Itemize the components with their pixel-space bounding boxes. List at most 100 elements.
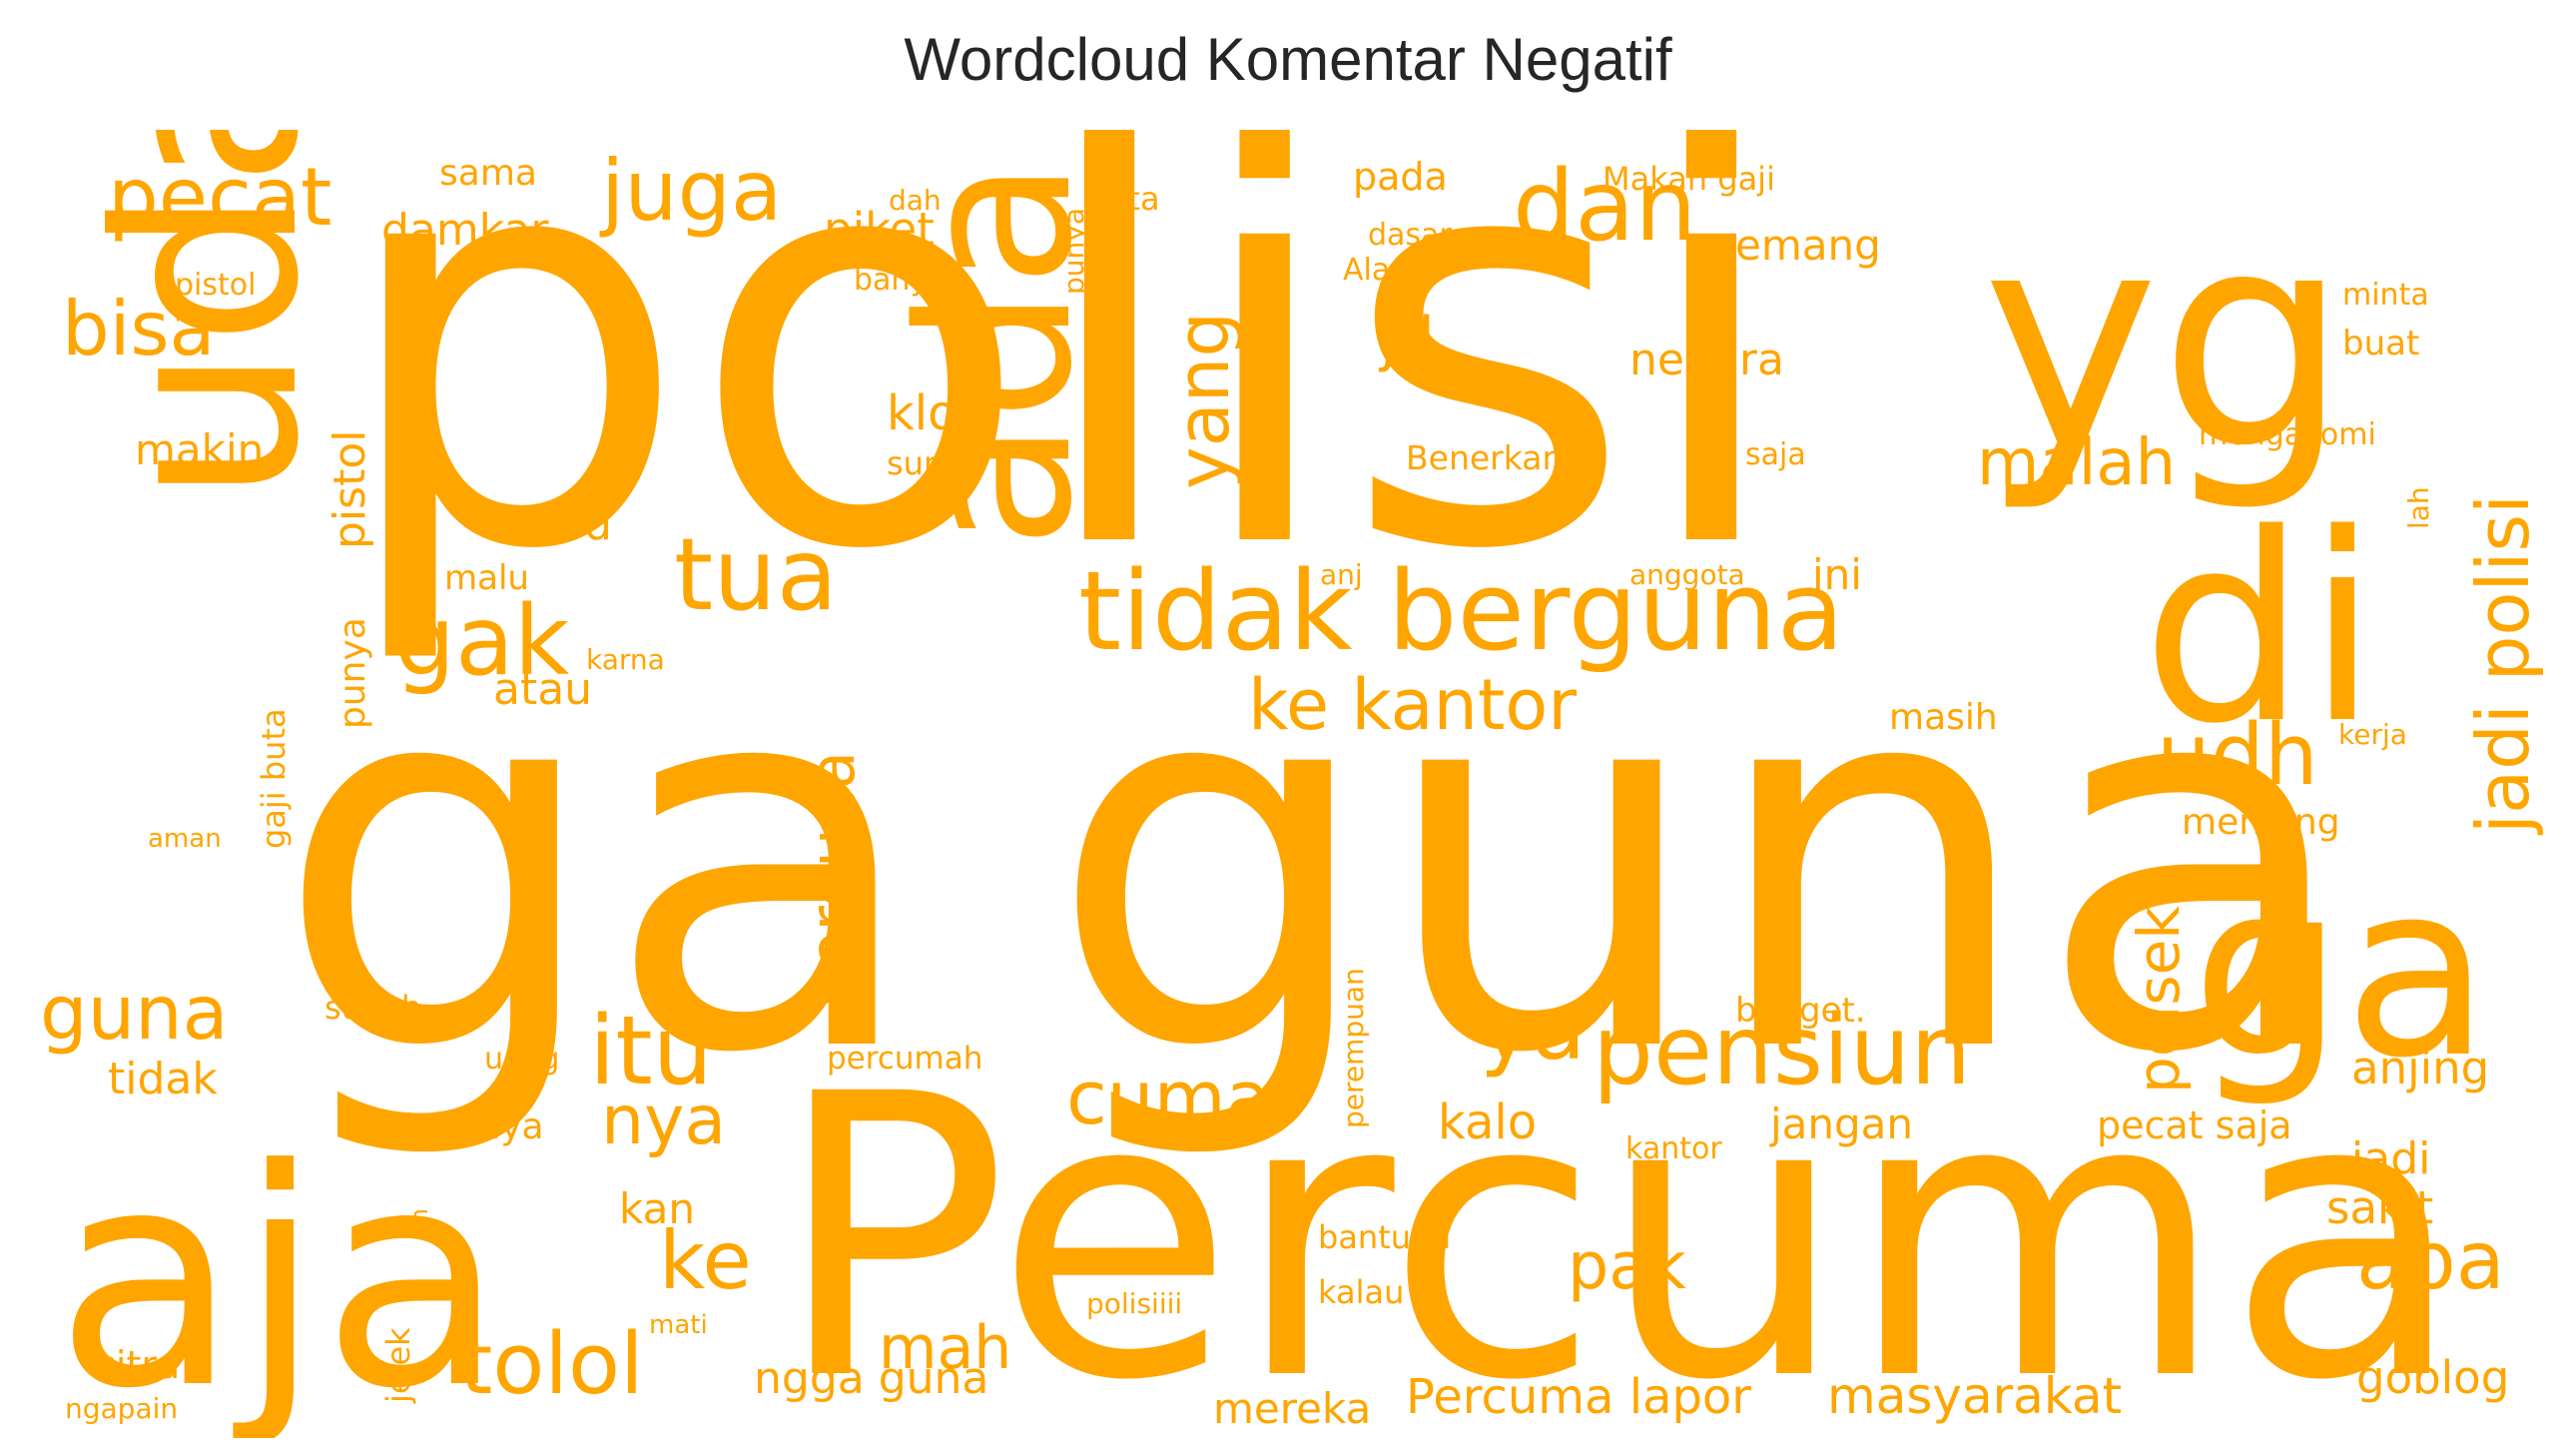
word-anj: anj xyxy=(1320,558,1363,591)
word-lain: lain xyxy=(492,797,550,835)
word-kerja: kerja xyxy=(2338,718,2407,751)
word-pecat: pecat xyxy=(108,151,331,244)
word-apa: apa xyxy=(2356,1214,2505,1307)
word-polsek: polsek xyxy=(2125,906,2193,1093)
word-udah: udah xyxy=(63,130,353,504)
word-benerkan: Benerkan xyxy=(1406,438,1563,477)
word-polisi: polisi xyxy=(334,130,1789,672)
word-dan: dan xyxy=(1513,150,1696,264)
word-ya: ya xyxy=(1480,977,1586,1080)
word-jd: jd xyxy=(1378,305,1435,374)
word-anjing: anjing xyxy=(2351,1042,2489,1094)
word-mah: mah xyxy=(879,1313,1011,1383)
word-gaji-buta: gaji buta xyxy=(255,708,293,849)
word-kita: kita xyxy=(1100,180,1160,218)
word-ah: ah xyxy=(405,1208,433,1238)
word-emang: emang xyxy=(1735,221,1881,270)
word-mati: mati xyxy=(649,1310,708,1340)
word-pada: pada xyxy=(1353,155,1448,199)
word-citra: citra xyxy=(95,1343,180,1387)
word-pensiun: pensiun xyxy=(1593,995,1971,1106)
word-punya: punya xyxy=(332,617,373,729)
word-pistol: pistol xyxy=(324,430,375,549)
word-saja: saja xyxy=(1745,437,1806,472)
word-tidak: tidak xyxy=(108,1054,218,1104)
word-nya: nya xyxy=(601,1082,726,1160)
word-jadi-polisi: jadi polisi xyxy=(2461,494,2545,836)
word-perempuan: perempuan xyxy=(1337,968,1370,1128)
word-ke-kantor: ke kantor xyxy=(1248,664,1577,746)
word-pecat-saja: pecat saja xyxy=(2097,1103,2292,1147)
word-sudah: sudah xyxy=(324,989,421,1027)
word-percumah: percumah xyxy=(827,1041,982,1077)
word-klo: klo xyxy=(887,385,958,441)
word-udh: udh xyxy=(2157,706,2318,805)
word-kan: kan xyxy=(619,1184,695,1233)
word-kalau: kalau xyxy=(1318,1273,1404,1311)
word-polisiiii: polisiiii xyxy=(1086,1287,1182,1320)
word-ga: ga xyxy=(275,561,923,1166)
word-tidak-berguna: tidak berguna xyxy=(1078,547,1844,675)
word-itu: itu xyxy=(589,997,713,1106)
word-bantuan: bantuan xyxy=(1318,1218,1451,1256)
word-jelek: jelek xyxy=(379,1327,417,1404)
word-jadi: jadi xyxy=(2350,1133,2430,1184)
word-guna: guna xyxy=(40,969,229,1057)
word-yg: yg xyxy=(1982,167,2349,515)
word-malu: malu xyxy=(444,558,529,598)
word-masih: masih xyxy=(1889,697,1998,738)
word-dah: dah xyxy=(889,184,942,217)
word-anggota: anggota xyxy=(1629,558,1745,591)
chart-title: Wordcloud Komentar Negatif xyxy=(904,26,1672,93)
word-malah: malah xyxy=(1977,426,2176,500)
word-pistol: pistol xyxy=(175,268,256,303)
word-kantor: kantor xyxy=(1625,1131,1722,1166)
word-sama: sama xyxy=(439,153,537,194)
word-karna: karna xyxy=(586,643,665,676)
word-pak: pak xyxy=(1568,1229,1686,1304)
word-damkar: damkar xyxy=(381,205,549,256)
word-mending: mending xyxy=(2182,802,2340,843)
word-alasan: Alasan xyxy=(1343,253,1443,288)
word-percuma-lapor: Percuma lapor xyxy=(1406,1369,1751,1425)
word-aja: aja xyxy=(55,1105,505,1438)
word-masyarakat: masyarakat xyxy=(1827,1367,2122,1425)
word-negara: negara xyxy=(1629,335,1784,385)
word-goblog: goblog xyxy=(2356,1351,2509,1404)
word-yang: yang xyxy=(1161,312,1245,489)
word-cuma: cuma xyxy=(1066,1056,1271,1141)
word-berguna: berguna xyxy=(796,751,869,1009)
word-lah: lah xyxy=(2402,486,2435,529)
word-banget-: banget. xyxy=(1735,991,1866,1031)
word-dasar: dasar xyxy=(1368,218,1452,253)
word-kalo: kalo xyxy=(1438,1094,1537,1150)
word-ga: ga xyxy=(2192,831,2490,1110)
word-ke: ke xyxy=(659,1214,752,1307)
word-punya: punya xyxy=(1057,208,1090,295)
word-tua: tua xyxy=(674,516,838,633)
word-minta: minta xyxy=(2342,278,2429,313)
word-suruh: suruh xyxy=(887,444,977,482)
word-bisa: bisa xyxy=(62,285,215,372)
word-mengayomi: mengayomi xyxy=(2199,417,2376,452)
word-gak: gak xyxy=(394,585,570,697)
word-buat: buat xyxy=(2342,324,2419,363)
word-mereka: mereka xyxy=(1213,1384,1371,1433)
word-sakit: sakit xyxy=(2326,1181,2433,1234)
word-makan-gaji: Makan gaji xyxy=(1603,160,1775,198)
word-aman: aman xyxy=(148,824,222,854)
word-jangan: jangan xyxy=(1769,1099,1913,1148)
word-di: di xyxy=(2142,479,2378,781)
word-atau: atau xyxy=(493,664,592,715)
word-guna: guna xyxy=(1048,561,2354,1166)
word-ngga-guna: ngga guna xyxy=(754,1353,988,1404)
word-d: d xyxy=(584,499,612,550)
word-ada: ada xyxy=(874,159,1118,549)
word-makanya: Makanya xyxy=(382,1106,544,1147)
word-ngapain: ngapain xyxy=(65,1392,178,1425)
word-tolol: tolol xyxy=(459,1315,644,1414)
word-percuma: Percuma xyxy=(774,1012,2465,1438)
word-uang: uang xyxy=(484,1042,559,1077)
